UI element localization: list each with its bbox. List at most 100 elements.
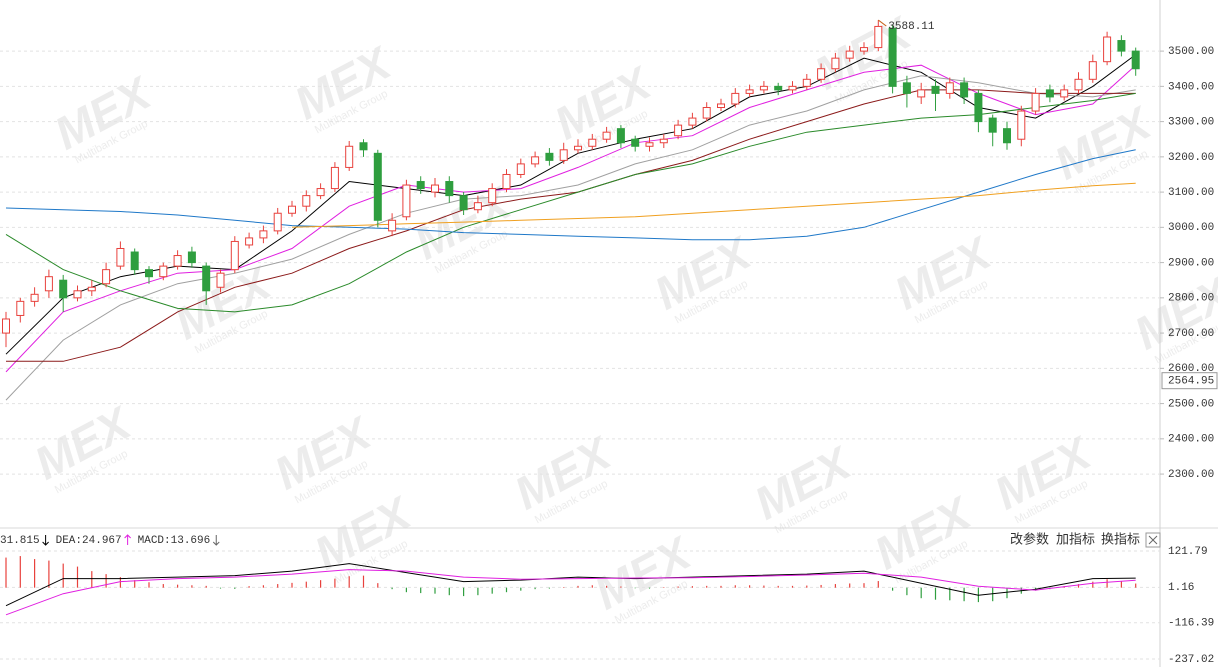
indicator-line — [5, 563, 1136, 607]
candle-body — [545, 152, 554, 161]
candle-body — [245, 237, 254, 246]
candle-body — [788, 85, 797, 91]
y-tick-label: 3300.00 — [1168, 117, 1214, 129]
candle-body — [874, 25, 883, 49]
max-pointer — [877, 19, 887, 27]
candle-body — [173, 255, 182, 267]
candle-body — [87, 286, 96, 292]
trend-arrow — [212, 535, 220, 546]
candle-body — [860, 47, 868, 52]
candle-body — [473, 202, 482, 211]
y-tick-label: 2900.00 — [1168, 257, 1214, 269]
y-tick-label: 2800.00 — [1168, 293, 1214, 305]
candle-body — [187, 251, 196, 264]
candle-body — [1017, 110, 1026, 140]
candle-body — [917, 89, 926, 98]
candle-body — [774, 85, 783, 91]
candle-body — [960, 82, 969, 98]
indicator-line — [5, 64, 1137, 373]
indicator-line — [5, 92, 1136, 313]
indicator-line — [5, 569, 1136, 616]
indicator-line — [5, 75, 1136, 401]
candle-body — [988, 117, 997, 133]
candle-body — [931, 85, 940, 94]
candle-body — [288, 205, 296, 214]
candle-body — [102, 269, 111, 285]
candle-body — [1074, 78, 1083, 91]
y-tick-label: 3200.00 — [1168, 152, 1214, 164]
candle-body — [16, 300, 25, 316]
y-tick-label: 3500.00 — [1168, 46, 1214, 58]
candle-body — [817, 68, 826, 80]
candle-body — [202, 265, 211, 292]
candle-body — [59, 279, 68, 299]
candle-body — [602, 131, 611, 140]
indicator-line — [5, 149, 1136, 241]
candle-body — [502, 173, 511, 190]
candle-body — [116, 247, 125, 267]
indicator-value: 31.815 — [0, 535, 40, 547]
candle-body — [130, 251, 139, 271]
candle-body — [416, 181, 425, 190]
candle-body — [44, 276, 53, 292]
candle-body — [1117, 40, 1126, 52]
candle-body — [359, 142, 368, 151]
candle-body — [431, 184, 439, 193]
candle-body — [1003, 128, 1011, 144]
candle-body — [1088, 61, 1097, 80]
candle-body — [831, 57, 840, 70]
candle-body — [616, 128, 625, 144]
macd-panel: 121.79 1.16 -116.39 -237.02 31.815 DEA:24.967… — [0, 534, 1214, 666]
y-tick-label: 2300.00 — [1168, 469, 1214, 481]
toolbar-button[interactable]: 改参数 — [1010, 532, 1049, 548]
indicator-value: MACD:13.696 — [138, 535, 211, 547]
y-tick-label: 121.79 — [1168, 546, 1208, 558]
price-label: 2564.95 — [1168, 376, 1214, 388]
candle-body — [459, 195, 468, 211]
y-tick-label: 3100.00 — [1168, 187, 1214, 199]
toolbar-button[interactable]: 换指标 — [1101, 533, 1140, 548]
candle-body — [1131, 50, 1140, 70]
indicator-line — [291, 182, 1136, 228]
candle-body — [330, 166, 339, 190]
candle-body — [731, 92, 740, 105]
candle-body — [302, 195, 311, 207]
candle-body — [702, 107, 711, 119]
candle-body — [216, 272, 225, 288]
toolbar-button[interactable]: 加指标 — [1056, 533, 1095, 548]
candle-body — [531, 156, 540, 165]
y-tick-label: 3000.00 — [1168, 222, 1214, 234]
candle-body — [402, 184, 411, 218]
candle-body — [674, 124, 683, 137]
candle-body — [902, 82, 911, 94]
candle-body — [445, 181, 454, 197]
candle-body — [759, 85, 768, 91]
y-tick-label: 1.16 — [1168, 582, 1194, 594]
close-icon — [1148, 535, 1158, 545]
indicator-toolbar: 改参数 加指标 换指标 — [1010, 532, 1161, 548]
y-tick-label: 2700.00 — [1168, 328, 1214, 340]
indicator-value: DEA:24.967 — [56, 535, 122, 547]
candle-body — [1045, 89, 1054, 98]
candle-body — [631, 138, 640, 147]
candle-body — [945, 82, 954, 94]
candle-body — [974, 92, 983, 123]
candle-body — [516, 163, 525, 175]
candle-body — [145, 269, 153, 278]
candle-body — [1031, 92, 1040, 112]
candle-body — [388, 219, 397, 232]
candle-body — [688, 117, 697, 126]
candle-body — [73, 290, 82, 299]
trend-arrow — [124, 534, 131, 545]
candle-body — [488, 188, 497, 204]
candle-body — [802, 78, 811, 87]
